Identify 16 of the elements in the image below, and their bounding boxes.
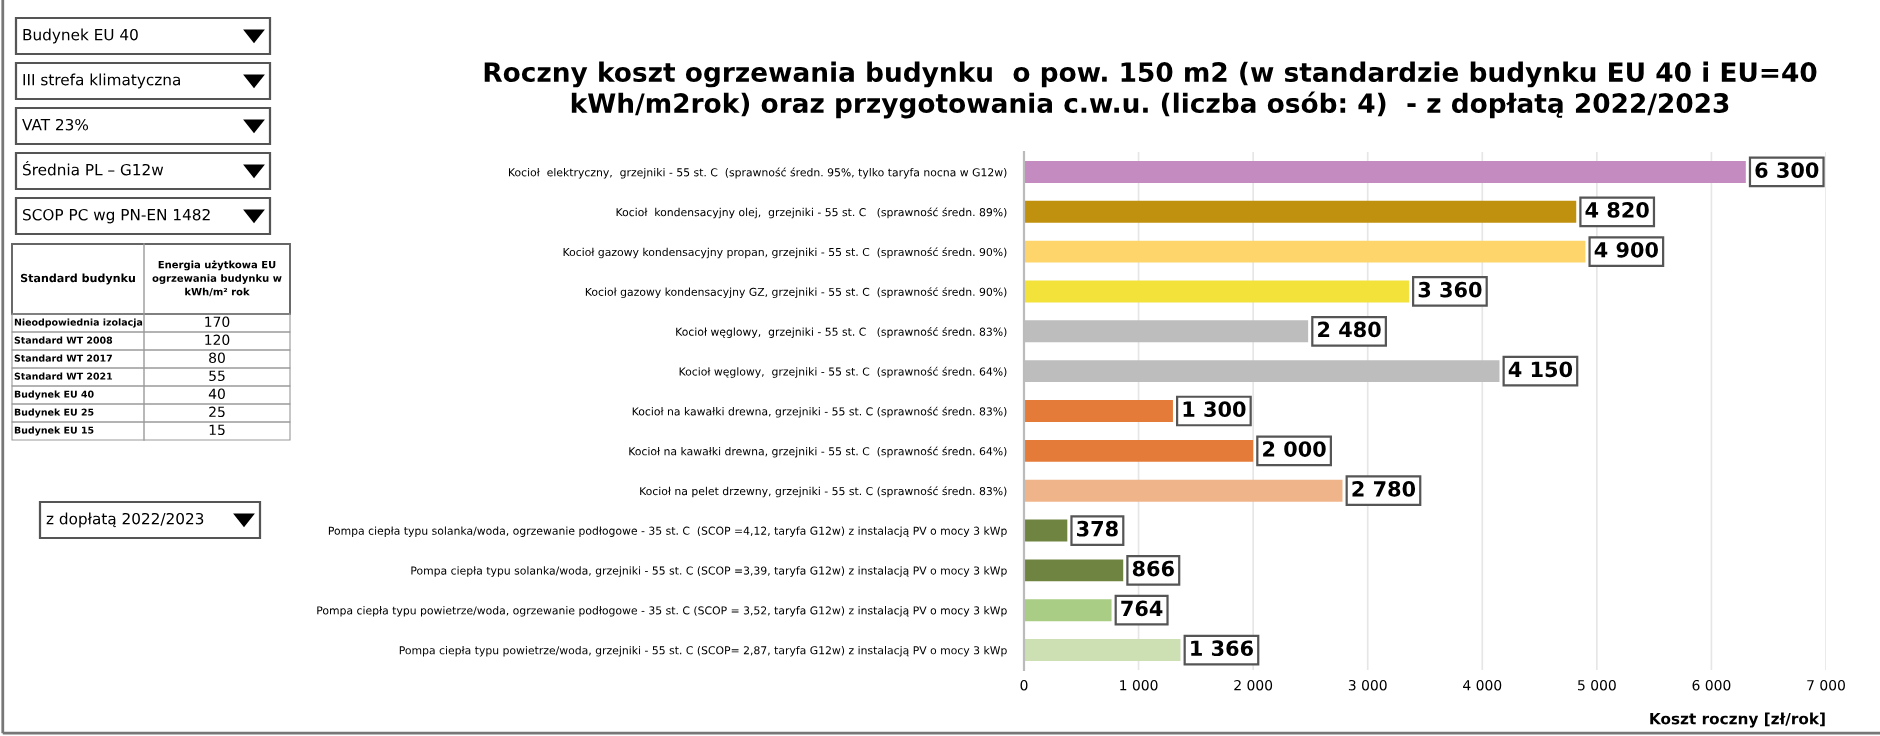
data-label: 1 366 (1191, 640, 1253, 657)
data-label: 764 (1121, 600, 1163, 617)
data-label: 2 780 (1352, 480, 1416, 497)
bar (1024, 400, 1173, 422)
data-label: 6 300 (1755, 162, 1819, 178)
data-label: 3 360 (1418, 281, 1482, 298)
data-label: 1 300 (1183, 401, 1246, 418)
data-label: 4 820 (1585, 202, 1649, 218)
data-label: 2 000 (1263, 441, 1326, 457)
data-label: 4 900 (1594, 241, 1658, 258)
data-label: 378 (1077, 520, 1118, 537)
data-label: 4 150 (1508, 361, 1573, 378)
chart-title: Roczny koszt ogrzewania budynku o pow. 150 m2 (w standardzie budynku EU 40 i EU=40 kWh/m2rok) oraz przygotowania c.w.u. (liczba osób: 4) - z dopłatą 2022/2023 (484, 61, 1817, 119)
data-label: 2 480 (1318, 321, 1381, 338)
data-label: 866 (1132, 560, 1174, 577)
bar (1024, 280, 1409, 303)
